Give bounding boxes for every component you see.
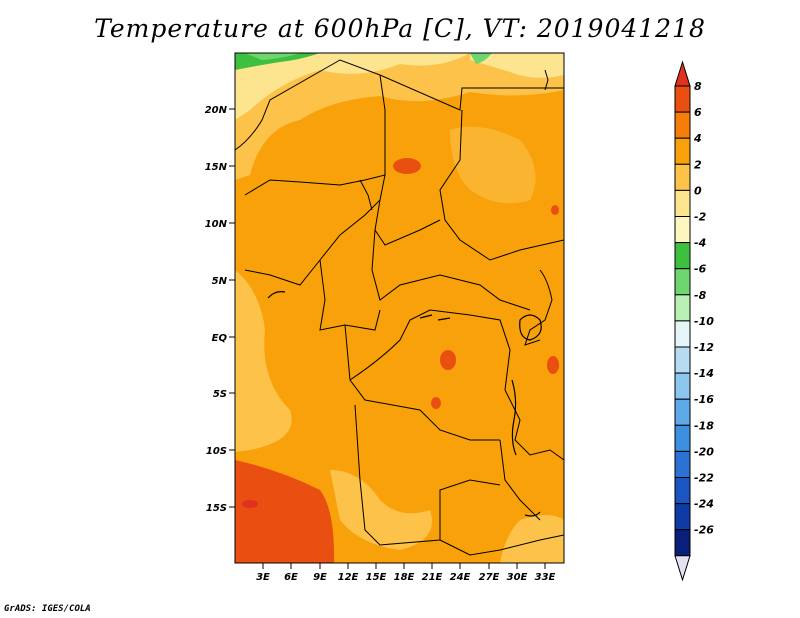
temperature-field [235,53,564,563]
lat-tick-20n: 20N [205,105,228,116]
grads-credit: GrADS: IGES/COLA [4,604,91,614]
colorbar-label: 0 [694,184,702,197]
colorbar-swatch [674,477,691,505]
colorbar-swatch [674,268,691,296]
colorbar-swatch [674,294,691,322]
colorbar-label: -18 [694,419,714,432]
colorbar-label: 2 [694,158,702,171]
colorbar-swatch [674,242,691,270]
colorbar-swatch [674,450,691,478]
lon-tick-30e: 30E [507,572,528,583]
colorbar-label: 6 [694,106,702,119]
colorbar-swatch [674,163,691,191]
colorbar-swatch [674,85,691,113]
colorbar-bottom-arrow [674,555,691,582]
lon-tick-15e: 15E [366,572,387,583]
colorbar-label: -2 [694,211,707,224]
lon-tick-3e: 3E [256,572,270,583]
latitude-axis [229,108,235,508]
lon-tick-21e: 21E [422,572,443,583]
colorbar-label: -24 [694,498,714,511]
lat-tick-5n: 5N [212,276,228,287]
lat-tick-5s: 5S [213,389,227,400]
colorbar-swatch [674,216,691,244]
colorbar-label: -22 [694,472,714,485]
colorbar-label: -8 [694,289,707,302]
colorbar-top-arrow [674,60,691,87]
colorbar-swatch [674,424,691,452]
map-title: Temperature at 600hPa [C], VT: 201904121… [94,14,706,43]
colorbar-swatch [674,111,691,139]
lon-tick-9e: 9E [313,572,327,583]
colorbar-swatch [674,189,691,217]
longitude-axis [262,563,546,569]
colorbar-swatch [674,346,691,374]
lat-tick-10n: 10N [205,219,228,230]
colorbar-swatch [674,529,691,557]
lon-tick-27e: 27E [479,572,500,583]
colorbar-swatch [674,137,691,165]
colorbar-label: -4 [694,237,706,250]
colorbar: 8 6 4 2 0 -2 -4 -6 -8 -10 -12 -14 -16 -18 -20 -22 -24 -26 [674,60,714,582]
colorbar-label: -20 [694,445,714,458]
colorbar-swatch [674,503,691,531]
colorbar-label: -16 [694,393,714,406]
colorbar-swatch [674,398,691,426]
colorbar-label: 4 [693,132,702,145]
colorbar-label: -12 [694,341,714,354]
lon-tick-24e: 24E [450,572,471,583]
colorbar-label: -26 [694,524,714,537]
colorbar-label: -14 [694,367,714,380]
lon-tick-18e: 18E [394,572,415,583]
colorbar-swatch [674,372,691,400]
colorbar-label: -6 [694,263,707,276]
lon-tick-12e: 12E [338,572,359,583]
lat-tick-eq: EQ [212,333,228,344]
lon-tick-33e: 33E [535,572,556,583]
map-frame [234,52,565,564]
colorbar-label: 8 [694,80,702,93]
colorbar-label: -10 [694,315,714,328]
lat-tick-10s: 10S [206,446,227,457]
lon-tick-6e: 6E [284,572,298,583]
lat-tick-15n: 15N [205,162,228,173]
lat-tick-15s: 15S [206,503,227,514]
colorbar-swatch [674,320,691,348]
